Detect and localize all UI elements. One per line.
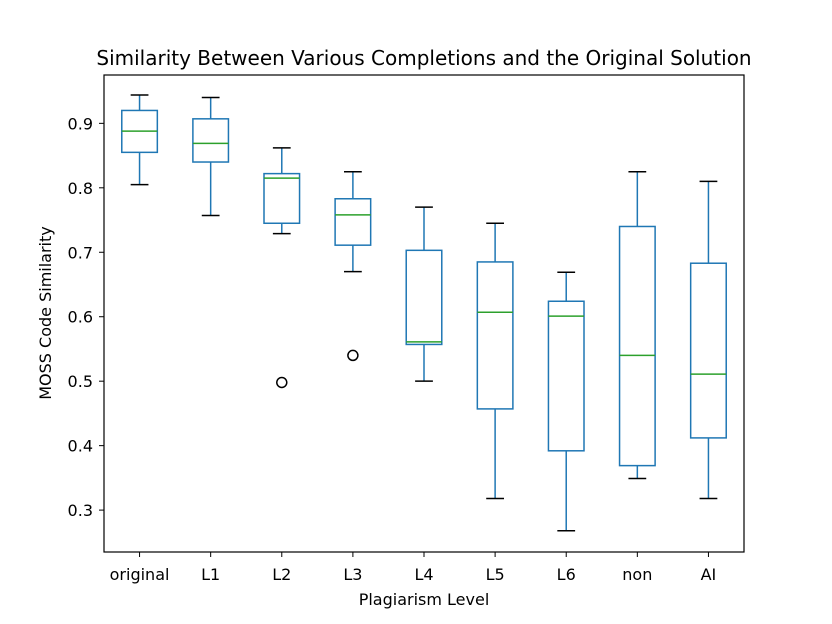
iqr-box (334, 198, 372, 246)
y-tick-label: 0.7 (68, 243, 93, 262)
y-tick-label: 0.4 (68, 437, 93, 456)
box-group-original (121, 94, 159, 186)
y-tick-label: 0.9 (68, 114, 93, 133)
box-group-L4 (405, 206, 443, 382)
y-tick-label: 0.5 (68, 372, 93, 391)
x-axis-label: Plagiarism Level (359, 590, 490, 609)
y-tick-label: 0.8 (68, 179, 93, 198)
iqr-box (405, 249, 443, 346)
x-tick-label: non (622, 565, 652, 584)
y-tick-label: 0.6 (68, 308, 93, 327)
outlier-point (347, 349, 359, 362)
box-group-L3 (334, 170, 372, 362)
x-axis: original L1 L2 L3 L4 L5 L6 non AI (110, 552, 717, 584)
x-tick-label: L4 (414, 565, 433, 584)
iqr-box (618, 225, 656, 467)
y-axis: 0.3 0.4 0.5 0.6 0.7 0.8 0.9 (68, 114, 104, 520)
iqr-box (476, 261, 514, 410)
iqr-box (192, 118, 230, 163)
box-group-L6 (547, 271, 585, 532)
x-tick-label: L3 (343, 565, 362, 584)
box-group-L5 (476, 222, 514, 500)
iqr-box (547, 300, 585, 452)
y-tick-label: 0.3 (68, 501, 93, 520)
box-group-L1 (192, 96, 230, 217)
x-tick-label: AI (701, 565, 717, 584)
box-group-L2 (263, 147, 301, 389)
y-axis-label: MOSS Code Similarity (36, 226, 55, 400)
iqr-box (263, 172, 301, 225)
plot-frame (103, 74, 745, 553)
x-tick-label: L2 (272, 565, 291, 584)
boxes-layer (121, 94, 727, 532)
box-group-AI (689, 180, 727, 500)
chart-title: Similarity Between Various Completions a… (96, 46, 751, 70)
box-group-non (618, 170, 656, 480)
iqr-box (689, 262, 727, 439)
x-tick-label: L1 (201, 565, 220, 584)
outlier-point (276, 376, 288, 389)
x-tick-label: L6 (557, 565, 576, 584)
x-tick-label: original (110, 565, 170, 584)
x-tick-label: L5 (486, 565, 505, 584)
